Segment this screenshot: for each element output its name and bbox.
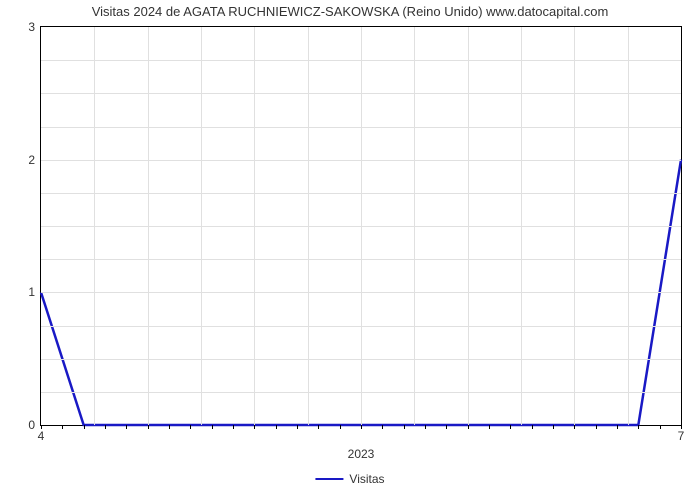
gridline-h	[41, 193, 681, 194]
x-minor-tick	[510, 425, 511, 429]
chart-container: { "chart": { "type": "line", "title": "V…	[0, 0, 700, 500]
x-minor-tick	[489, 425, 490, 429]
x-minor-tick	[105, 425, 106, 429]
gridline-h	[41, 127, 681, 128]
x-minor-tick	[190, 425, 191, 429]
gridline-h	[41, 60, 681, 61]
x-minor-tick	[532, 425, 533, 429]
x-minor-tick	[233, 425, 234, 429]
y-tick-label: 1	[28, 285, 41, 299]
x-minor-tick	[574, 425, 575, 429]
x-minor-tick	[254, 425, 255, 429]
gridline-h	[41, 326, 681, 327]
y-tick-label: 3	[28, 20, 41, 34]
x-minor-tick	[84, 425, 85, 429]
x-minor-tick	[212, 425, 213, 429]
x-minor-tick	[553, 425, 554, 429]
x-minor-tick	[468, 425, 469, 429]
gridline-h	[41, 292, 681, 293]
x-minor-tick	[596, 425, 597, 429]
legend-swatch	[315, 478, 343, 480]
x-minor-tick	[276, 425, 277, 429]
x-minor-tick	[126, 425, 127, 429]
gridline-h	[41, 359, 681, 360]
x-minor-tick	[62, 425, 63, 429]
gridline-h	[41, 226, 681, 227]
x-minor-tick	[148, 425, 149, 429]
gridline-h	[41, 392, 681, 393]
x-minor-tick	[41, 425, 42, 429]
legend: Visitas	[315, 472, 384, 486]
x-axis-label: 2023	[348, 425, 375, 461]
legend-label: Visitas	[349, 472, 384, 486]
x-minor-tick	[446, 425, 447, 429]
plot-area: 0123472023	[40, 26, 682, 426]
x-minor-tick	[638, 425, 639, 429]
gridline-h	[41, 160, 681, 161]
gridline-h	[41, 259, 681, 260]
y-tick-label: 2	[28, 153, 41, 167]
gridline-h	[41, 93, 681, 94]
x-minor-tick	[425, 425, 426, 429]
x-minor-tick	[340, 425, 341, 429]
chart-title: Visitas 2024 de AGATA RUCHNIEWICZ-SAKOWS…	[0, 4, 700, 19]
x-minor-tick	[297, 425, 298, 429]
x-minor-tick	[617, 425, 618, 429]
x-minor-tick	[361, 425, 362, 429]
x-minor-tick	[660, 425, 661, 429]
x-minor-tick	[681, 425, 682, 429]
x-minor-tick	[382, 425, 383, 429]
x-minor-tick	[169, 425, 170, 429]
x-minor-tick	[404, 425, 405, 429]
x-minor-tick	[318, 425, 319, 429]
